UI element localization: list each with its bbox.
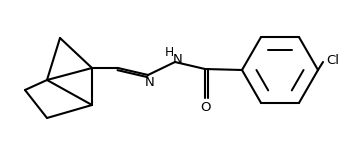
Text: N: N (145, 75, 155, 89)
Text: H: H (164, 45, 174, 59)
Text: O: O (200, 101, 210, 113)
Text: Cl: Cl (326, 53, 339, 67)
Text: N: N (173, 53, 183, 65)
